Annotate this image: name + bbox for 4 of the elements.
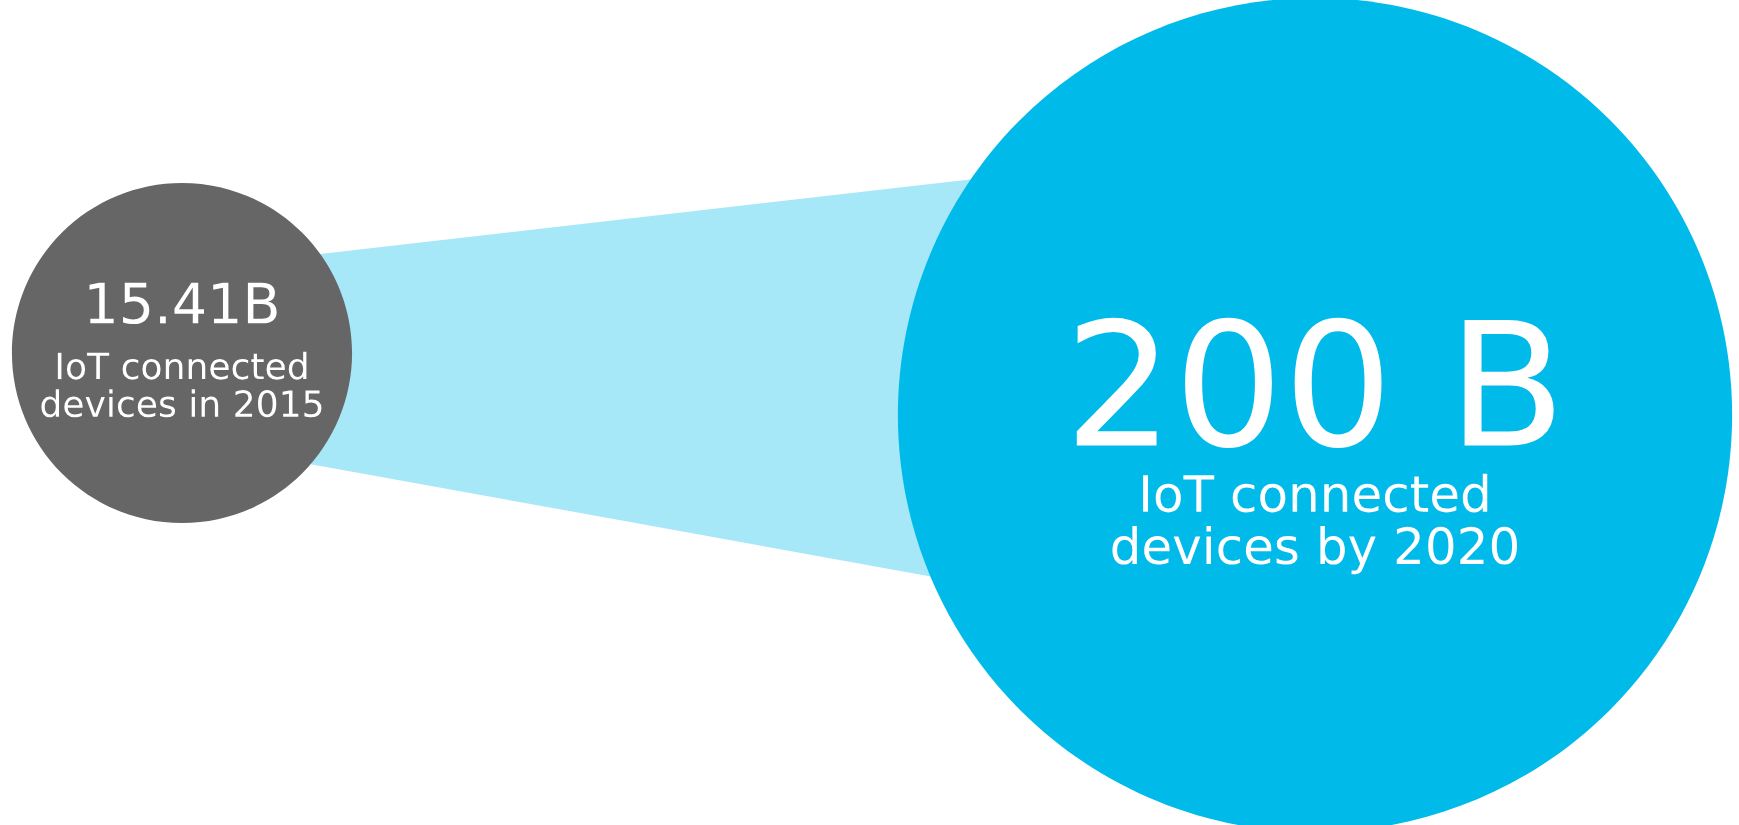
data-label: 15.41B	[89, 282, 277, 325]
category-label: IoT connected devices in 2015	[41, 351, 322, 418]
category-label: IoT connected devices by 2020	[1112, 473, 1517, 575]
data-label: 200 B	[1076, 317, 1554, 448]
